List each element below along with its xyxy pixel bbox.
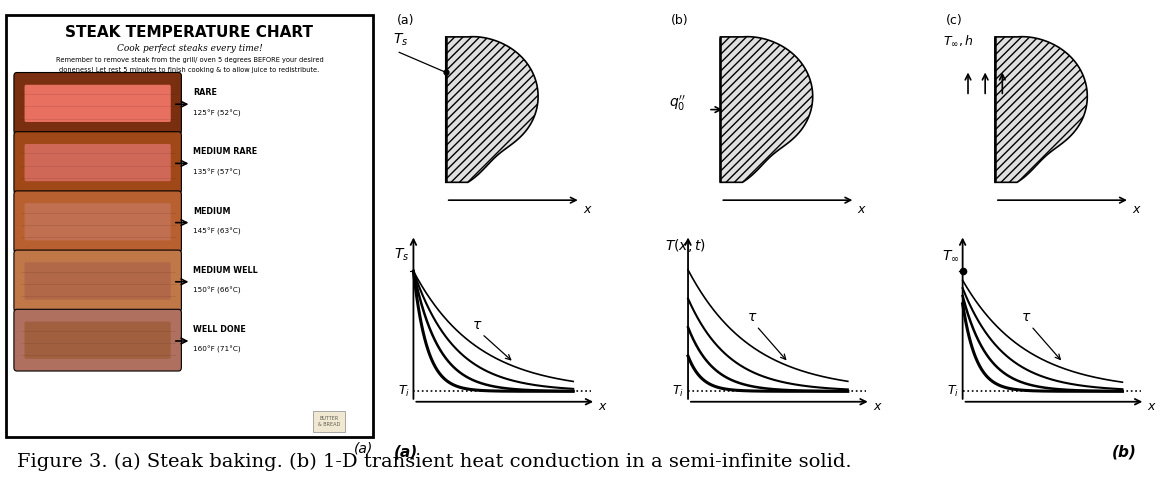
Text: STEAK TEMPERATURE CHART: STEAK TEMPERATURE CHART <box>65 25 314 40</box>
Text: x: x <box>1147 400 1154 414</box>
Text: x: x <box>1132 203 1139 216</box>
Text: $q_0''$: $q_0''$ <box>669 93 686 113</box>
FancyBboxPatch shape <box>24 85 170 122</box>
FancyBboxPatch shape <box>24 322 170 359</box>
Text: x: x <box>858 203 865 216</box>
Text: (a): (a) <box>353 442 373 456</box>
Polygon shape <box>995 36 1088 182</box>
Text: $T_i$: $T_i$ <box>947 384 958 399</box>
Text: $\tau$: $\tau$ <box>472 318 483 331</box>
Text: WELL DONE: WELL DONE <box>194 325 246 334</box>
Text: $T_s$: $T_s$ <box>394 247 409 263</box>
Text: BUTTER
& BREAD: BUTTER & BREAD <box>318 416 340 427</box>
Text: (a): (a) <box>394 445 419 460</box>
Text: 125°F (52°C): 125°F (52°C) <box>194 109 240 117</box>
Text: Figure 3. (a) Steak baking. (b) 1-D transient heat conduction in a semi-infinite: Figure 3. (a) Steak baking. (b) 1-D tran… <box>17 453 852 471</box>
Text: $T(x, t)$: $T(x, t)$ <box>666 237 707 254</box>
Text: 135°F (57°C): 135°F (57°C) <box>194 169 240 176</box>
Text: $T_s$: $T_s$ <box>393 32 408 48</box>
FancyBboxPatch shape <box>14 250 182 312</box>
FancyBboxPatch shape <box>14 72 182 134</box>
Text: $T_i$: $T_i$ <box>673 384 684 399</box>
Text: $\tau$: $\tau$ <box>1021 310 1032 324</box>
FancyBboxPatch shape <box>14 132 182 193</box>
FancyBboxPatch shape <box>24 144 170 181</box>
Text: 160°F (71°C): 160°F (71°C) <box>194 346 240 353</box>
Text: $T_\infty$: $T_\infty$ <box>941 249 958 263</box>
Text: $\tau$: $\tau$ <box>746 310 757 324</box>
Text: $T_\infty, h$: $T_\infty, h$ <box>943 34 975 48</box>
Text: $T_i$: $T_i$ <box>398 384 409 399</box>
Polygon shape <box>721 36 813 182</box>
Text: (c): (c) <box>946 14 963 27</box>
Text: x: x <box>598 400 605 414</box>
Polygon shape <box>445 36 538 182</box>
Text: 145°F (63°C): 145°F (63°C) <box>194 228 240 235</box>
FancyBboxPatch shape <box>24 262 170 299</box>
FancyBboxPatch shape <box>24 203 170 241</box>
Text: (a): (a) <box>396 14 414 27</box>
Text: MEDIUM WELL: MEDIUM WELL <box>194 266 258 275</box>
FancyBboxPatch shape <box>14 191 182 253</box>
Text: Cook perfect steaks every time!: Cook perfect steaks every time! <box>117 44 262 53</box>
Text: 150°F (66°C): 150°F (66°C) <box>194 287 240 295</box>
Text: x: x <box>873 400 880 414</box>
Text: Remember to remove steak from the grill/ oven 5 degrees BEFORE your desired: Remember to remove steak from the grill/… <box>56 57 323 63</box>
Text: doneness! Let rest 5 minutes to finish cooking & to allow juice to redistribute.: doneness! Let rest 5 minutes to finish c… <box>59 68 319 73</box>
FancyBboxPatch shape <box>14 309 182 371</box>
Text: MEDIUM RARE: MEDIUM RARE <box>194 147 258 156</box>
Text: MEDIUM: MEDIUM <box>194 207 231 216</box>
Text: RARE: RARE <box>194 88 217 97</box>
Text: (b): (b) <box>672 14 689 27</box>
Text: (b): (b) <box>1112 445 1137 460</box>
Text: x: x <box>583 203 590 216</box>
